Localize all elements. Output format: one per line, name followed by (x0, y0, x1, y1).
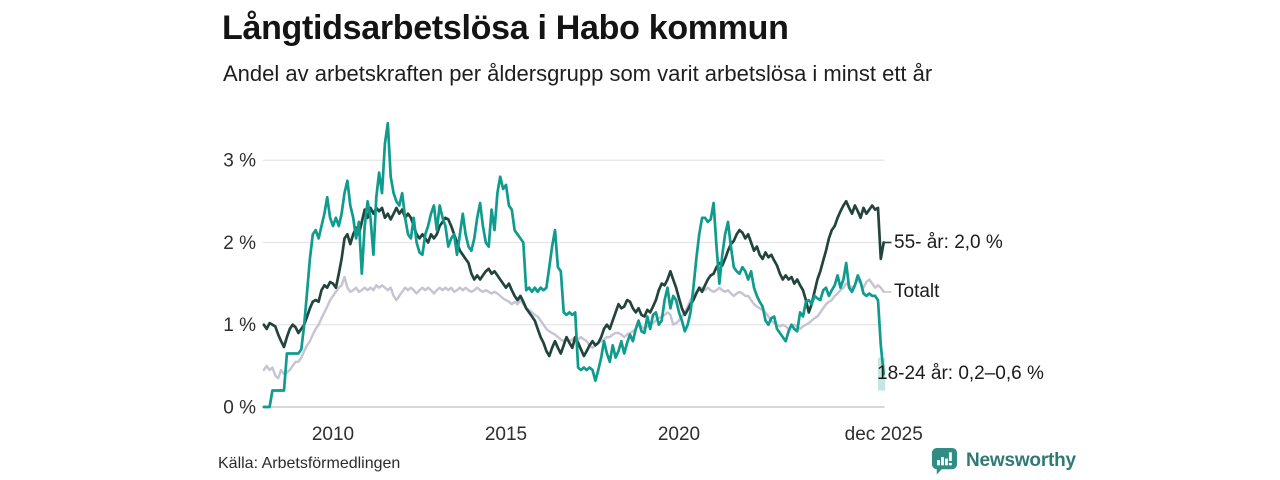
x-axis-labels: 2010 2015 2020 dec 2025 (312, 424, 923, 445)
x-tick-label: 2020 (658, 424, 700, 445)
chart-title: Långtidsarbetslösa i Habo kommun (222, 9, 789, 47)
x-tick-label: 2010 (312, 424, 354, 445)
end-label-55-ar: 55- år: 2,0 % (894, 232, 1003, 253)
y-tick-label: 2 % (223, 233, 256, 254)
source-note: Källa: Arbetsförmedlingen (218, 455, 401, 472)
y-tick-label: 1 % (223, 315, 256, 336)
series-line-18-24-r (262, 121, 886, 409)
newsworthy-logo-icon (931, 447, 958, 475)
end-label-connectors (884, 241, 892, 293)
y-axis-labels: 0 % 1 % 2 % 3 % (223, 151, 256, 419)
series-line-55-r (262, 199, 886, 358)
uncertainty-band (877, 357, 886, 391)
series-lines (262, 121, 886, 409)
uncertainty-band-rect (877, 357, 886, 391)
newsworthy-logo-text: Newsworthy (966, 450, 1076, 471)
y-tick-label: 3 % (223, 151, 256, 172)
newsworthy-brand-link[interactable]: Newsworthy (931, 447, 1076, 475)
x-tick-label: 2015 (485, 424, 527, 445)
end-label-18-24-ar: 18-24 år: 0,2–0,6 % (877, 363, 1044, 384)
gridlines (263, 159, 885, 408)
x-tick-label: dec 2025 (845, 424, 923, 445)
end-label-totalt: Totalt (894, 281, 940, 302)
chart-subtitle: Andel av arbetskraften per åldersgrupp s… (223, 61, 933, 86)
y-tick-label: 0 % (223, 398, 256, 419)
